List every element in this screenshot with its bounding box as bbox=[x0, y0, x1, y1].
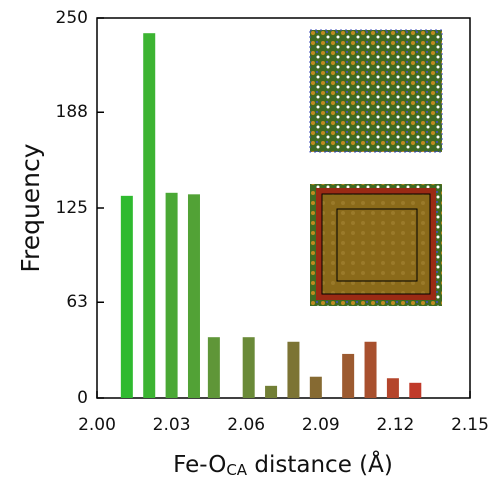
y-axis-label: Frequency bbox=[16, 143, 45, 272]
x-tick-label: 2.12 bbox=[376, 415, 414, 435]
y-tick-label: 188 bbox=[56, 102, 88, 122]
bar bbox=[243, 337, 255, 398]
inset-bottom bbox=[310, 184, 442, 306]
bar bbox=[310, 377, 322, 398]
bar bbox=[121, 196, 133, 398]
bar bbox=[287, 342, 299, 398]
x-axis-label: Fe-OCA distance (Å) bbox=[173, 450, 393, 479]
bar bbox=[387, 378, 399, 398]
x-tick-label: 2.03 bbox=[153, 415, 191, 435]
inset-top bbox=[310, 30, 442, 152]
x-axis-label-main: Fe-O bbox=[173, 452, 226, 478]
bar bbox=[409, 383, 421, 398]
bar bbox=[208, 337, 220, 398]
y-tick-label: 250 bbox=[56, 8, 88, 28]
y-tick-label: 125 bbox=[56, 198, 88, 218]
x-tick-label: 2.15 bbox=[451, 415, 489, 435]
bar bbox=[166, 193, 178, 398]
x-tick-label: 2.06 bbox=[227, 415, 265, 435]
x-axis-label-rest: distance (Å) bbox=[247, 450, 393, 478]
x-tick-label: 2.00 bbox=[78, 415, 116, 435]
y-tick-label: 63 bbox=[66, 292, 88, 312]
y-tick-label: 0 bbox=[77, 388, 88, 408]
x-tick-label: 2.09 bbox=[302, 415, 340, 435]
bar bbox=[265, 386, 277, 398]
bar bbox=[342, 354, 354, 398]
x-axis-label-sub: CA bbox=[226, 461, 247, 479]
bar bbox=[143, 33, 155, 398]
chart: Frequency Fe-OCA distance (Å) 0 63 125 188 2… bbox=[0, 0, 492, 480]
bar bbox=[188, 194, 200, 398]
bar bbox=[365, 342, 377, 398]
